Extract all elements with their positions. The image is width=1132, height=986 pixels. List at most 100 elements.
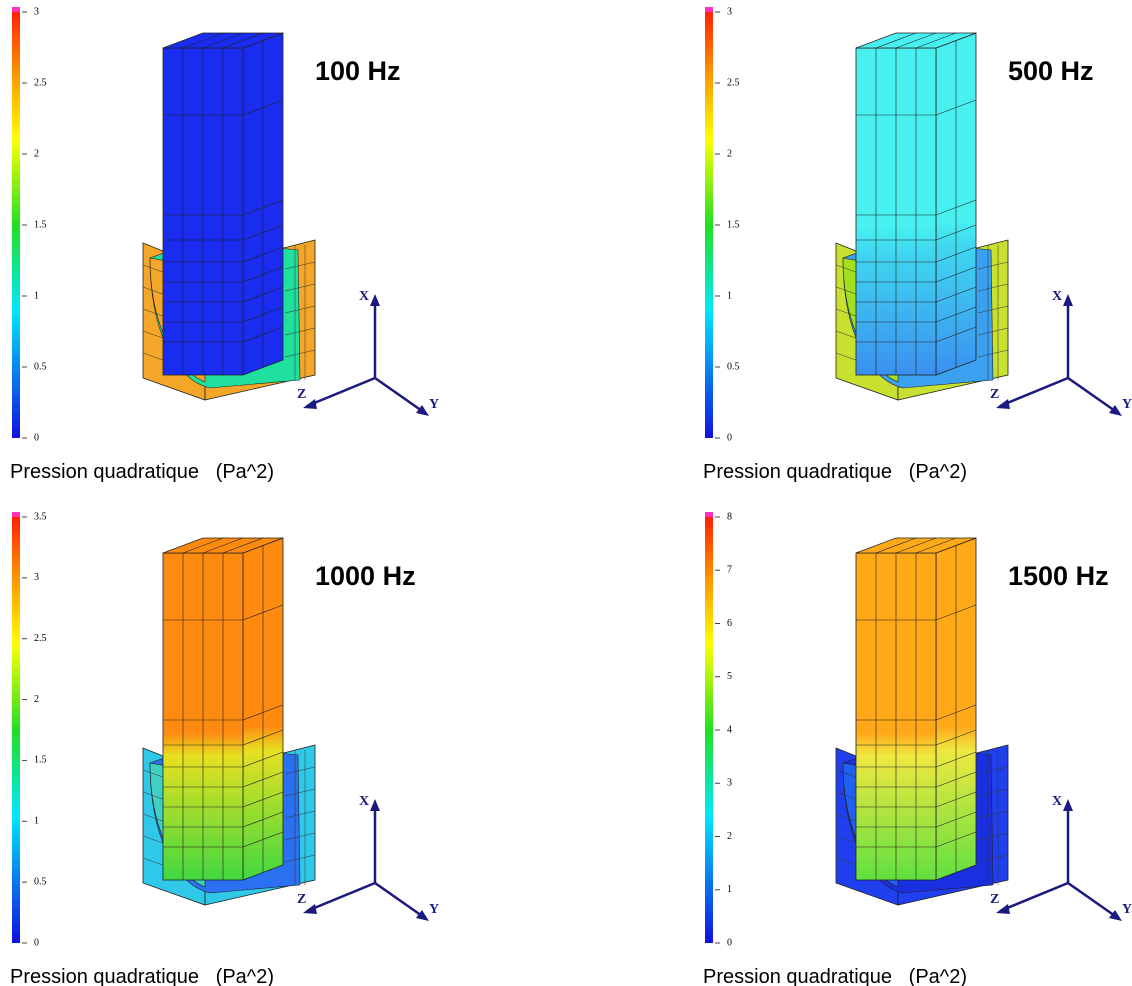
colorbar-tick-label: 1.5 [34, 755, 47, 766]
mesh-line [202, 537, 244, 554]
mesh-line [242, 791, 284, 808]
mesh-line [284, 810, 316, 819]
mesh-line [284, 261, 316, 270]
mesh-line [222, 32, 264, 49]
colorbar-tick-label: 0 [34, 432, 39, 443]
panel: 0 0.5 1 1.5 2 2.5 3 X Z Y 100 Hz Pression quadratiq… [10, 6, 439, 483]
mesh-line [202, 32, 244, 49]
mesh-line [242, 266, 284, 283]
mesh-line [935, 286, 977, 303]
colorbar-tick-label: 7 [727, 565, 732, 576]
axis-label-z: Z [297, 387, 306, 402]
mesh-line [977, 788, 1009, 797]
colorbar-tick-label: 2.5 [34, 77, 47, 88]
colorbar-tick-label: 3 [34, 572, 39, 583]
colorbar-tick-label: 2 [34, 148, 39, 159]
mesh-line [242, 811, 284, 828]
mesh-line [242, 199, 284, 216]
colorbar-tick-label: 2 [727, 831, 732, 842]
arrow-head [1109, 910, 1122, 921]
mesh-line [284, 305, 316, 314]
colorbar-cap [12, 7, 20, 12]
arrow-head [370, 799, 380, 811]
axis-label-y: Y [1122, 902, 1132, 917]
colorbar [705, 517, 713, 943]
mesh-line [242, 326, 284, 343]
colorbar-tick-label: 0 [727, 937, 732, 948]
arrow-head [1109, 405, 1122, 416]
mesh-line [935, 811, 977, 828]
colorbar-tick-label: 3 [727, 6, 732, 17]
panel-caption: Pression quadratique (Pa^2) [703, 461, 967, 483]
mesh-line [915, 32, 957, 49]
colorbar-tick-label: 1.5 [34, 219, 47, 230]
panel-title: 500 Hz [1008, 56, 1094, 86]
mesh-line [284, 854, 316, 863]
panel-title: 100 Hz [315, 56, 401, 86]
mesh-line [895, 32, 937, 49]
mesh-line [242, 286, 284, 303]
mesh-line [242, 771, 284, 788]
panel-title: 1500 Hz [1008, 561, 1109, 591]
axis-arrow [374, 376, 426, 415]
colorbar [12, 517, 20, 943]
mesh-line [895, 537, 937, 554]
mesh-line [977, 766, 1009, 775]
colorbar-tick-label: 6 [727, 618, 732, 629]
mesh-line [935, 704, 977, 721]
colorbar [12, 12, 20, 438]
mesh-line [242, 751, 284, 768]
arrow-head [303, 904, 317, 914]
axis-label-z: Z [990, 892, 999, 907]
colorbar-tick-label: 3.5 [34, 511, 47, 522]
axis-label-y: Y [429, 397, 439, 412]
colorbar-tick-label: 2 [34, 694, 39, 705]
mesh-line [242, 604, 284, 621]
mesh-line [875, 32, 917, 49]
arrow-head [416, 405, 429, 416]
mesh-line [935, 791, 977, 808]
mesh-line [935, 604, 977, 621]
mesh-line [242, 729, 284, 746]
mesh-line [182, 537, 224, 554]
mesh-line [284, 349, 316, 358]
arrow-head [416, 910, 429, 921]
mesh-line [977, 832, 1009, 841]
colorbar [705, 12, 713, 438]
mesh-line [242, 224, 284, 241]
mesh-line [242, 99, 284, 116]
axis-arrow [999, 881, 1069, 913]
panel-caption: Pression quadratique (Pa^2) [703, 966, 967, 986]
mesh-line [935, 729, 977, 746]
mesh-line [242, 246, 284, 263]
mesh-line [977, 327, 1009, 336]
mesh-line [977, 349, 1009, 358]
colorbar-tick-label: 1 [34, 816, 39, 827]
mesh-line [935, 199, 977, 216]
arrow-head [370, 294, 380, 306]
mesh-line [284, 327, 316, 336]
mesh-line [915, 537, 957, 554]
axis-label-z: Z [297, 892, 306, 907]
colorbar-tick-label: 0 [34, 937, 39, 948]
axis-arrow [1067, 881, 1119, 920]
panel-caption: Pression quadratique (Pa^2) [10, 966, 274, 986]
mesh-line [242, 704, 284, 721]
axis-arrow [306, 376, 376, 408]
colorbar-tick-label: 2 [727, 148, 732, 159]
mesh-line [977, 261, 1009, 270]
arrow-head [303, 399, 317, 409]
mesh-line [284, 283, 316, 292]
colorbar-tick-label: 0.5 [34, 361, 47, 372]
arrow-head [1063, 799, 1073, 811]
mesh-line [935, 771, 977, 788]
arrow-head [996, 904, 1010, 914]
colorbar-tick-label: 2.5 [34, 633, 47, 644]
axis-label-x: X [1052, 289, 1062, 304]
panel-title: 1000 Hz [315, 561, 416, 591]
colorbar-tick-label: 0.5 [727, 361, 740, 372]
axis-label-x: X [359, 289, 369, 304]
axis-arrow [306, 881, 376, 913]
mesh-line [182, 32, 224, 49]
